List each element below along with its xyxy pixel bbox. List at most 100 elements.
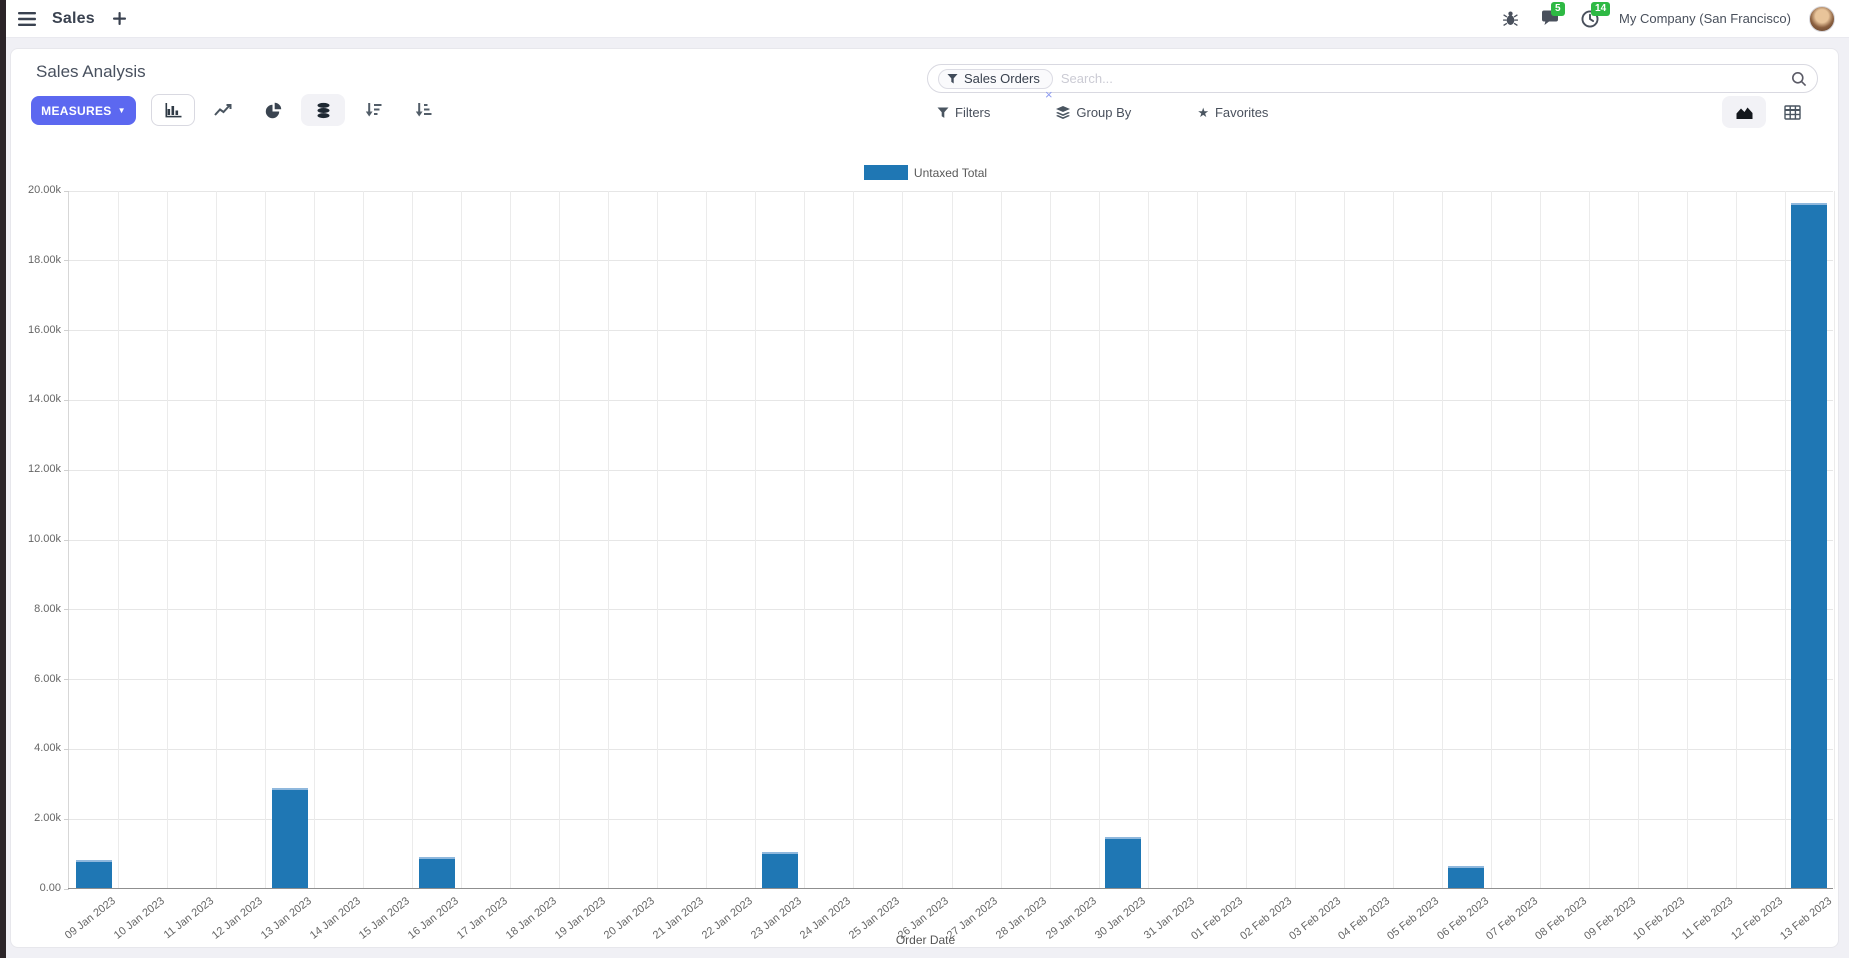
bar-16 Jan 2023[interactable]	[418, 857, 455, 889]
messages-count-badge: 5	[1551, 1, 1565, 16]
gridline-v	[1148, 191, 1149, 889]
search-bar[interactable]: Sales Orders	[927, 64, 1818, 93]
measures-button[interactable]: MEASURES ▼	[31, 96, 136, 125]
gridline-v	[1589, 191, 1590, 889]
sort-descending-button[interactable]	[351, 94, 395, 126]
filter-funnel-icon	[947, 73, 958, 83]
y-tick-mark	[64, 470, 69, 471]
activities-clock-icon[interactable]: 14	[1579, 1, 1611, 30]
bar-chart-button[interactable]	[151, 94, 195, 126]
search-facet[interactable]: Sales Orders	[938, 68, 1053, 89]
y-tick-mark	[64, 260, 69, 261]
y-axis-label: 0.00	[39, 882, 61, 894]
gridline-v	[1295, 191, 1296, 889]
x-axis-line	[68, 888, 1833, 889]
stacked-toggle-button[interactable]	[301, 94, 345, 126]
gridline-v	[657, 191, 658, 889]
measures-button-label: MEASURES	[41, 103, 112, 118]
filters-button[interactable]: Filters	[927, 103, 1000, 122]
gridline-v	[167, 191, 168, 889]
activities-count-badge: 14	[1591, 1, 1611, 16]
new-tab-plus-icon[interactable]	[109, 8, 131, 30]
gridline-v	[461, 191, 462, 889]
gridline-v	[706, 191, 707, 889]
gridline-v	[265, 191, 266, 889]
y-axis-label: 18.00k	[27, 253, 61, 266]
gridline-v	[1246, 191, 1247, 889]
chart-toolbar	[151, 94, 445, 126]
graph-view-button[interactable]	[1722, 96, 1766, 128]
facet-remove-icon[interactable]: ×	[1045, 87, 1053, 102]
favorites-button[interactable]: ★ Favorites	[1187, 103, 1278, 122]
user-avatar[interactable]	[1809, 5, 1835, 32]
group-by-button[interactable]: Group By	[1046, 103, 1141, 122]
page-title: Sales Analysis	[36, 62, 146, 81]
y-axis-label: 10.00k	[27, 533, 61, 545]
hamburger-menu-icon[interactable]	[16, 8, 38, 30]
gridline-v	[216, 191, 217, 889]
y-tick-mark	[64, 330, 69, 331]
gridline-v	[1834, 191, 1835, 889]
chevron-down-icon: ▼	[117, 105, 126, 115]
filter-funnel-icon	[937, 107, 949, 118]
gridline-v	[804, 191, 805, 889]
pivot-view-button[interactable]	[1770, 96, 1814, 128]
line-chart-button[interactable]	[201, 94, 245, 126]
sort-ascending-button[interactable]	[401, 94, 445, 126]
y-axis-label: 20.00k	[27, 184, 61, 196]
gridline-h	[69, 540, 1833, 541]
bar-13 Jan 2023[interactable]	[271, 788, 308, 889]
gridline-v	[559, 191, 560, 889]
favorites-label: Favorites	[1214, 105, 1269, 120]
filters-label: Filters	[955, 105, 991, 120]
gridline-h	[69, 470, 1833, 471]
bar-23 Jan 2023[interactable]	[761, 852, 798, 889]
gridline-v	[363, 191, 364, 889]
messages-icon[interactable]: 5	[1539, 1, 1565, 30]
gridline-v	[1491, 191, 1492, 889]
gridline-v	[1050, 191, 1051, 889]
legend-swatch	[863, 165, 908, 180]
company-switcher[interactable]: My Company (San Francisco)	[1619, 11, 1791, 26]
search-icon[interactable]	[1791, 71, 1807, 87]
search-input[interactable]	[1060, 71, 1791, 86]
y-tick-mark	[64, 819, 69, 820]
bar-09 Jan 2023[interactable]	[75, 860, 112, 889]
search-facet-label: Sales Orders	[964, 71, 1040, 86]
y-tick-mark	[64, 889, 69, 890]
gridline-h	[69, 400, 1833, 401]
y-tick-mark	[64, 679, 69, 680]
gridline-h	[69, 609, 1833, 610]
gridline-v	[1785, 191, 1786, 889]
gridline-v	[510, 191, 511, 889]
gridline-h	[69, 260, 1833, 261]
debug-bug-icon[interactable]	[1499, 8, 1521, 30]
pie-chart-button[interactable]	[251, 94, 295, 126]
y-axis-label: 14.00k	[27, 393, 61, 406]
gridline-v	[314, 191, 315, 889]
gridline-v	[1442, 191, 1443, 889]
group-by-label: Group By	[1076, 105, 1132, 120]
chart-legend[interactable]: Untaxed Total	[11, 165, 1840, 180]
search-options-row: Filters Group By ★ Favorites	[927, 103, 1818, 122]
top-nav: Sales 5 14 My Company (San Francisco)	[0, 0, 1849, 38]
y-axis-label: 12.00k	[27, 463, 61, 476]
window-edge-strip	[0, 0, 6, 958]
gridline-v	[1197, 191, 1198, 889]
bar-06 Feb 2023[interactable]	[1448, 866, 1485, 889]
y-tick-mark	[64, 540, 69, 541]
legend-label: Untaxed Total	[913, 165, 988, 180]
y-axis-label: 6.00k	[34, 672, 61, 685]
app-name[interactable]: Sales	[52, 9, 95, 27]
x-axis-title: Order Date	[895, 933, 956, 947]
gridline-v	[1001, 191, 1002, 889]
bar-13 Feb 2023[interactable]	[1791, 203, 1828, 889]
gridline-v	[1638, 191, 1639, 889]
y-tick-mark	[64, 609, 69, 610]
bar-30 Jan 2023[interactable]	[1105, 837, 1142, 889]
gridline-v	[952, 191, 953, 889]
layers-icon	[1056, 106, 1071, 119]
gridline-v	[1099, 191, 1100, 889]
gridline-h	[69, 749, 1833, 750]
y-axis-label: 4.00k	[34, 742, 61, 755]
